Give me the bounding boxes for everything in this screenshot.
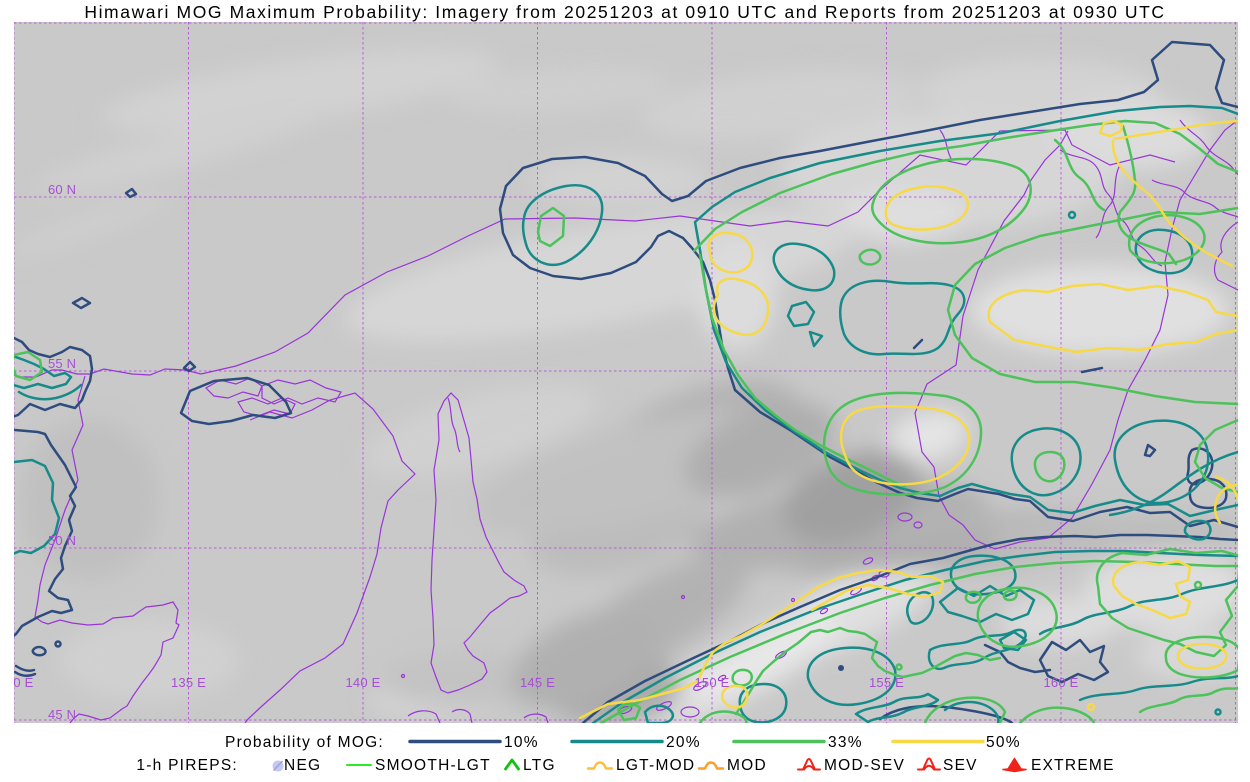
svg-text:NEG: NEG (284, 757, 321, 774)
svg-text:SMOOTH-LGT: SMOOTH-LGT (375, 757, 491, 774)
svg-text:20%: 20% (666, 734, 701, 751)
svg-text:155 E: 155 E (869, 675, 904, 690)
svg-text:MOD-SEV: MOD-SEV (824, 757, 905, 774)
svg-text:50%: 50% (986, 734, 1021, 751)
svg-text:130 E: 130 E (0, 675, 34, 690)
svg-text:55 N: 55 N (48, 356, 76, 371)
svg-text:LTG: LTG (523, 757, 556, 774)
svg-text:145 E: 145 E (520, 675, 555, 690)
svg-text:33%: 33% (828, 734, 863, 751)
svg-text:45 N: 45 N (48, 707, 76, 722)
svg-text:150 E: 150 E (695, 675, 730, 690)
svg-text:160 E: 160 E (1044, 675, 1079, 690)
svg-text:MOD: MOD (727, 757, 767, 774)
svg-text:10%: 10% (504, 734, 539, 751)
svg-text:EXTREME: EXTREME (1031, 757, 1115, 774)
svg-text:1-h PIREPS:: 1-h PIREPS: (136, 757, 238, 774)
svg-text:140 E: 140 E (346, 675, 381, 690)
svg-text:135 E: 135 E (171, 675, 206, 690)
svg-text:Probability of MOG:: Probability of MOG: (225, 734, 384, 751)
svg-text:LGT-MOD: LGT-MOD (616, 757, 695, 774)
svg-text:60 N: 60 N (48, 182, 76, 197)
svg-text:SEV: SEV (943, 757, 978, 774)
svg-text:50 N: 50 N (48, 533, 76, 548)
svg-text:Himawari MOG Maximum Probabili: Himawari MOG Maximum Probability: Imager… (84, 2, 1165, 22)
